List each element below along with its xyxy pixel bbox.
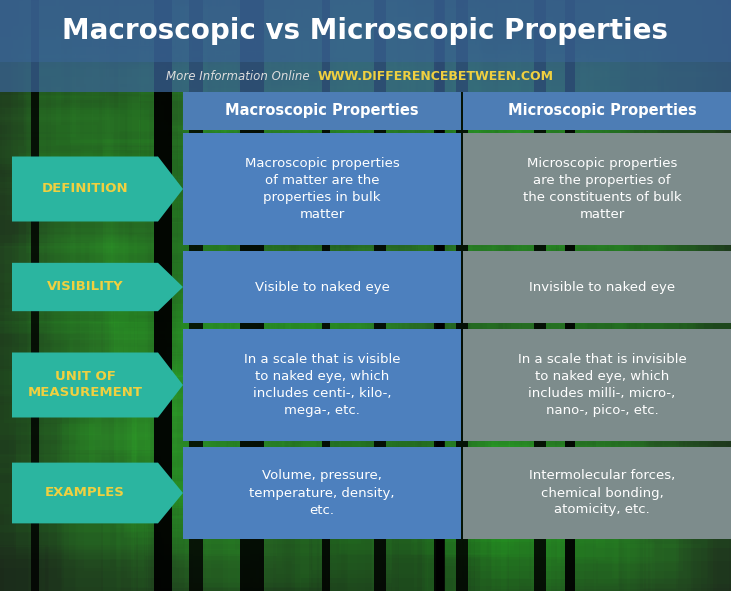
FancyBboxPatch shape bbox=[183, 133, 461, 245]
Text: Intermolecular forces,
chemical bonding,
atomicity, etc.: Intermolecular forces, chemical bonding,… bbox=[529, 469, 675, 517]
Polygon shape bbox=[12, 263, 183, 311]
FancyBboxPatch shape bbox=[183, 447, 461, 539]
FancyBboxPatch shape bbox=[463, 133, 731, 245]
Text: UNIT OF
MEASUREMENT: UNIT OF MEASUREMENT bbox=[28, 371, 143, 400]
Text: Visible to naked eye: Visible to naked eye bbox=[254, 281, 390, 294]
FancyBboxPatch shape bbox=[463, 92, 731, 130]
Text: More Information Online: More Information Online bbox=[167, 70, 310, 83]
Text: Microscopic Properties: Microscopic Properties bbox=[507, 103, 697, 119]
Text: In a scale that is invisible
to naked eye, which
includes milli-, micro-,
nano-,: In a scale that is invisible to naked ey… bbox=[518, 353, 686, 417]
Polygon shape bbox=[12, 352, 183, 417]
FancyBboxPatch shape bbox=[0, 0, 731, 62]
FancyBboxPatch shape bbox=[0, 62, 731, 92]
Text: Volume, pressure,
temperature, density,
etc.: Volume, pressure, temperature, density, … bbox=[249, 469, 395, 517]
Text: EXAMPLES: EXAMPLES bbox=[45, 486, 125, 499]
Text: Macroscopic Properties: Macroscopic Properties bbox=[225, 103, 419, 119]
FancyBboxPatch shape bbox=[463, 329, 731, 441]
Text: In a scale that is visible
to naked eye, which
includes centi-, kilo-,
mega-, et: In a scale that is visible to naked eye,… bbox=[243, 353, 401, 417]
Polygon shape bbox=[12, 463, 183, 524]
Text: WWW.DIFFERENCEBETWEEN.COM: WWW.DIFFERENCEBETWEEN.COM bbox=[318, 70, 554, 83]
Polygon shape bbox=[12, 157, 183, 222]
Text: Macroscopic properties
of matter are the
properties in bulk
matter: Macroscopic properties of matter are the… bbox=[245, 157, 399, 221]
Text: VISIBILITY: VISIBILITY bbox=[47, 281, 124, 294]
Text: DEFINITION: DEFINITION bbox=[42, 183, 129, 196]
FancyBboxPatch shape bbox=[463, 251, 731, 323]
Text: Invisible to naked eye: Invisible to naked eye bbox=[529, 281, 675, 294]
Text: Microscopic properties
are the properties of
the constituents of bulk
matter: Microscopic properties are the propertie… bbox=[523, 157, 681, 221]
FancyBboxPatch shape bbox=[463, 447, 731, 539]
FancyBboxPatch shape bbox=[183, 251, 461, 323]
FancyBboxPatch shape bbox=[183, 92, 461, 130]
Text: Macroscopic vs Microscopic Properties: Macroscopic vs Microscopic Properties bbox=[62, 17, 668, 45]
FancyBboxPatch shape bbox=[183, 329, 461, 441]
